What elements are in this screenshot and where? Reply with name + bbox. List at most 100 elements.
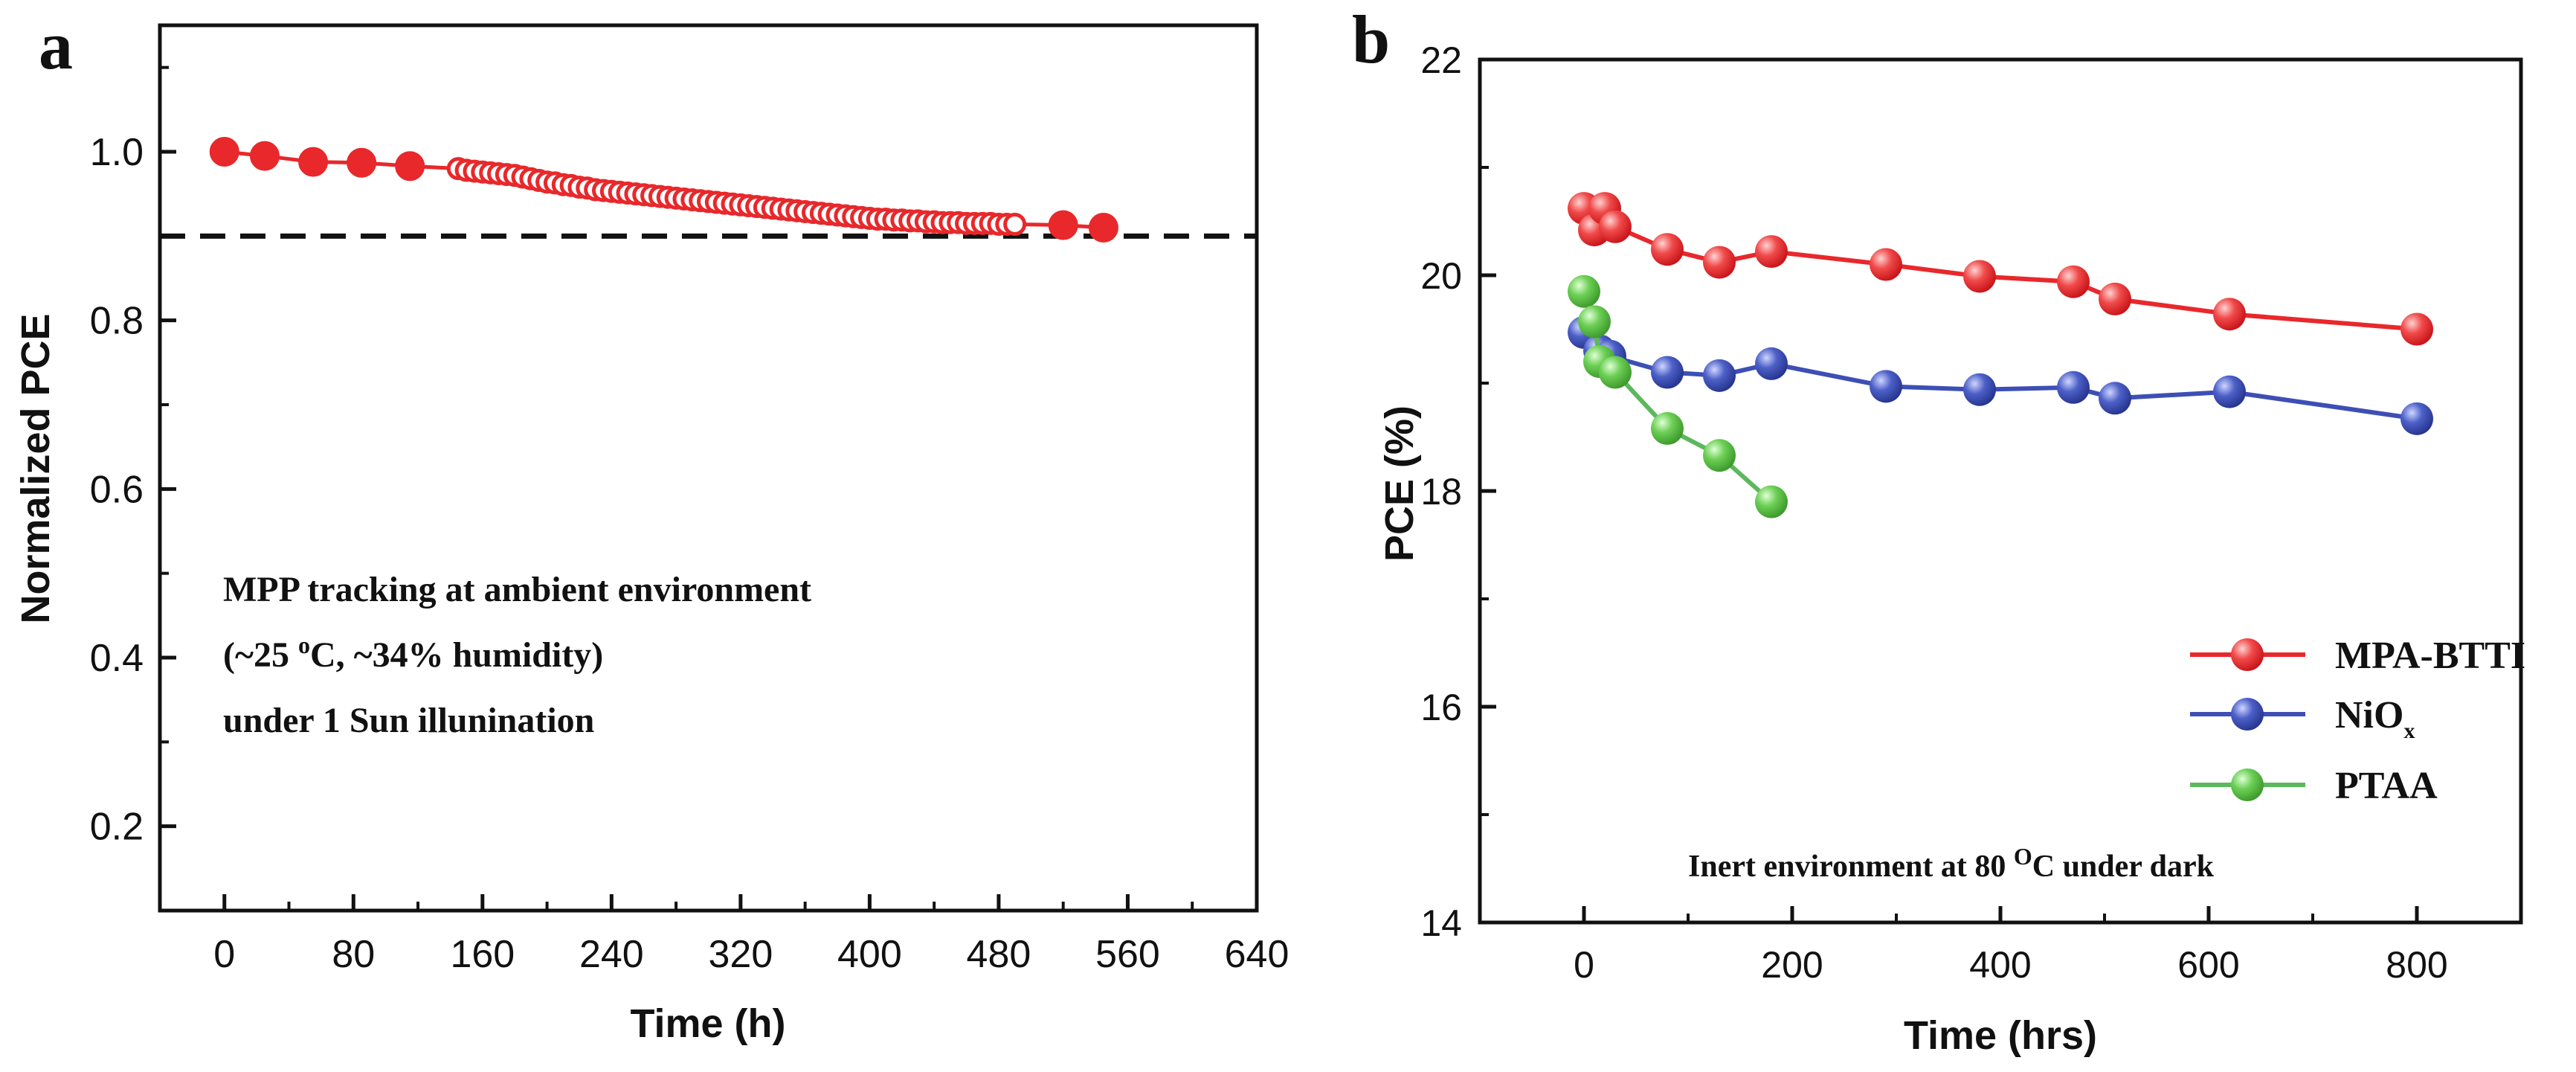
legend-item-ptaa: PTAA xyxy=(2190,765,2438,807)
b-y-tick-label-22: 22 xyxy=(1420,39,1462,81)
b-y-tick-label-18: 18 xyxy=(1420,471,1462,513)
legend-label-niox-main: NiO xyxy=(2335,694,2403,736)
data-point-ptaa xyxy=(1651,411,1684,445)
panel-b-annotation-suffix: C under dark xyxy=(2032,850,2215,884)
annotation-degree-sup: o xyxy=(298,632,310,658)
panel-a: a 0 80 160 240 320 400 480 560 640 0.2 0.4 0.6 0.8 1… xyxy=(13,7,1289,1046)
data-point-nio xyxy=(2400,402,2433,435)
a-data-point xyxy=(395,151,425,182)
data-point-mpa-btti xyxy=(1703,245,1736,279)
legend-marker-mpa-btti xyxy=(2231,638,2264,671)
panel-a-ticks xyxy=(160,65,1259,911)
series-line-ptaa xyxy=(1582,290,1773,504)
a-data-point xyxy=(1003,212,1027,236)
a-data-point xyxy=(298,147,329,177)
panel-a-x-tick-labels: 0 80 160 240 320 400 480 560 640 xyxy=(213,933,1289,976)
data-point-ptaa xyxy=(1578,305,1611,338)
legend-label-ptaa: PTAA xyxy=(2335,765,2438,807)
a-x-tick-label-480: 480 xyxy=(967,933,1031,976)
panel-b-y-axis-label: PCE (%) xyxy=(1377,405,1422,562)
a-x-tick-label-0: 0 xyxy=(213,933,235,976)
a-data-point xyxy=(1048,210,1078,240)
panel-a-x-axis-label: Time (h) xyxy=(630,1001,785,1046)
panel-b-legend: MPA-BTTI NiOx PTAA xyxy=(2190,635,2525,807)
annotation-humidity: humidity) xyxy=(453,635,604,675)
data-point-mpa-btti xyxy=(2099,282,2131,315)
panel-b: b 0 200 400 600 800 14 16 18 20 22 Time (hrs) PC… xyxy=(1352,1,2525,1058)
data-point-mpa-btti xyxy=(1870,248,1902,281)
legend-marker-ptaa xyxy=(2231,768,2264,801)
a-x-tick-label-640: 640 xyxy=(1225,933,1289,976)
series-markers-mpp xyxy=(209,137,1118,243)
legend-label-niox: NiOx xyxy=(2335,694,2415,743)
panel-b-label: b xyxy=(1352,1,1390,77)
panel-a-y-axis-label: Normalized PCE xyxy=(13,313,58,623)
a-data-point xyxy=(209,137,239,167)
a-x-tick-label-80: 80 xyxy=(332,933,375,976)
a-y-tick-label-1: 0.4 xyxy=(90,637,144,680)
b-x-tick-label-600: 600 xyxy=(2177,944,2239,986)
data-point-ptaa xyxy=(1703,439,1736,472)
a-x-tick-label-320: 320 xyxy=(708,933,773,976)
annotation-temp-suffix: C, ~34% xyxy=(310,635,444,675)
data-point-ptaa xyxy=(1755,485,1788,519)
b-x-tick-label-400: 400 xyxy=(1969,944,2031,986)
a-data-point xyxy=(249,141,280,171)
annotation-line-2: (~25 oC, ~34% humidity) xyxy=(223,632,603,675)
b-y-tick-label-16: 16 xyxy=(1420,687,1462,728)
data-point-nio xyxy=(2057,370,2090,404)
data-point-mpa-btti xyxy=(2057,265,2090,298)
data-point-nio xyxy=(1755,347,1788,380)
data-point-nio xyxy=(2213,375,2246,408)
annotation-temp-prefix: (~25 xyxy=(223,635,298,675)
panel-b-annotation-prefix: Inert environment at 80 xyxy=(1688,850,2014,884)
panel-b-series xyxy=(1568,192,2433,519)
b-x-tick-label-200: 200 xyxy=(1761,944,1823,986)
b-x-tick-label-800: 800 xyxy=(2386,944,2447,986)
data-point-nio xyxy=(2099,382,2131,415)
panel-a-plot-frame xyxy=(158,23,1259,913)
data-point-mpa-btti xyxy=(1651,233,1684,266)
panel-b-annotation-sup: O xyxy=(2014,843,2032,870)
a-x-tick-label-400: 400 xyxy=(837,933,902,976)
legend-item-niox: NiOx xyxy=(2190,694,2415,743)
data-point-nio xyxy=(1651,356,1684,389)
a-x-tick-label-160: 160 xyxy=(450,933,515,976)
a-data-point xyxy=(1088,213,1118,243)
b-y-tick-label-20: 20 xyxy=(1420,255,1462,297)
data-point-ptaa xyxy=(1568,275,1600,308)
data-point-mpa-btti xyxy=(2400,312,2433,346)
panel-b-x-axis-label: Time (hrs) xyxy=(1904,1013,2097,1058)
panel-b-x-tick-labels: 0 200 400 600 800 xyxy=(1574,944,2448,986)
a-y-tick-label-4: 1.0 xyxy=(90,131,144,174)
panel-b-ticks xyxy=(1478,57,2419,925)
data-point-mpa-btti xyxy=(2213,298,2246,331)
series-nio xyxy=(1568,315,2433,435)
a-data-point xyxy=(347,147,377,178)
panel-a-annotation: MPP tracking at ambient environment (~25… xyxy=(223,570,811,740)
data-point-nio xyxy=(1703,359,1736,392)
legend-item-mpa-btti: MPA-BTTI xyxy=(2190,635,2525,677)
a-y-tick-label-2: 0.6 xyxy=(90,468,144,511)
legend-marker-niox xyxy=(2231,698,2264,731)
panel-a-y-tick-labels: 0.2 0.4 0.6 0.8 1.0 xyxy=(90,131,144,849)
legend-label-niox-subscript: x xyxy=(2403,719,2415,743)
a-y-tick-label-0: 0.2 xyxy=(90,806,144,849)
data-point-mpa-btti xyxy=(1599,210,1632,243)
legend-label-mpa-btti: MPA-BTTI xyxy=(2335,635,2525,677)
series-ptaa xyxy=(1568,275,1788,519)
data-point-ptaa xyxy=(1599,356,1632,389)
annotation-line-1: MPP tracking at ambient environment xyxy=(223,570,811,609)
a-x-tick-label-240: 240 xyxy=(579,933,644,976)
data-point-mpa-btti xyxy=(1755,235,1788,269)
panel-b-y-tick-labels: 14 16 18 20 22 xyxy=(1420,39,1462,944)
annotation-line-3: under 1 Sun illunination xyxy=(223,701,594,740)
b-y-tick-label-14: 14 xyxy=(1420,902,1462,944)
data-point-mpa-btti xyxy=(1963,260,1996,293)
b-x-tick-label-0: 0 xyxy=(1574,944,1594,986)
data-point-nio xyxy=(1963,373,1996,406)
data-point-nio xyxy=(1870,370,1902,403)
series-mpa-btti xyxy=(1568,192,2433,346)
a-x-tick-label-560: 560 xyxy=(1095,933,1160,976)
